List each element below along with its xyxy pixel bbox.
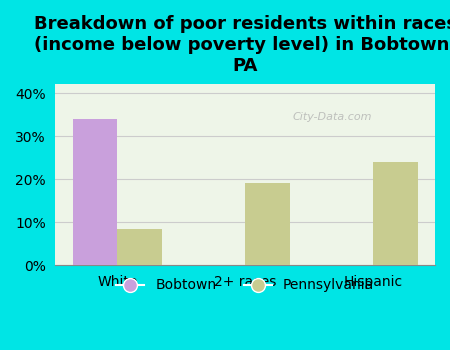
Bar xyxy=(117,229,162,265)
Bar xyxy=(73,119,117,265)
Bar xyxy=(373,162,418,265)
Bar xyxy=(245,183,290,265)
Title: Breakdown of poor residents within races
(income below poverty level) in Bobtown: Breakdown of poor residents within races… xyxy=(34,15,450,75)
Legend: Bobtown, Pennsylvania: Bobtown, Pennsylvania xyxy=(111,273,380,298)
Text: City-Data.com: City-Data.com xyxy=(293,112,372,122)
